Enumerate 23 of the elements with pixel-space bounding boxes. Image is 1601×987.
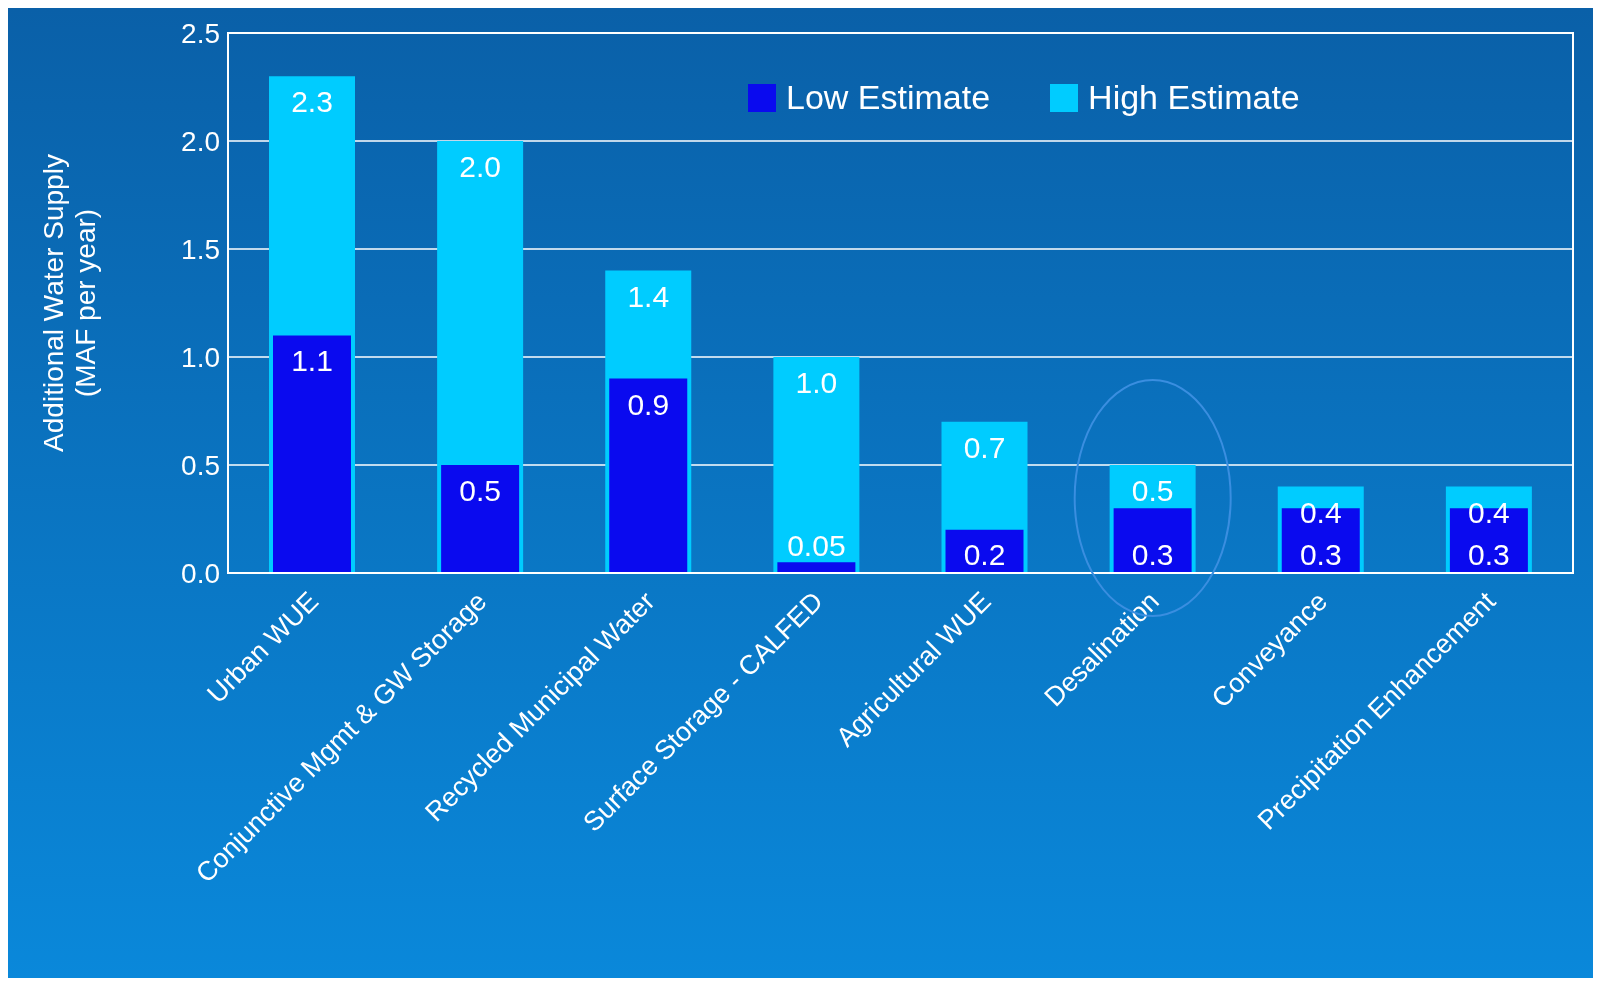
data-label: 2.3 [291, 85, 333, 119]
data-label: 1.1 [291, 344, 333, 378]
data-label: 1.0 [795, 366, 838, 399]
data-label: 0.3 [1468, 538, 1510, 571]
y-tick-label: 2.0 [181, 125, 220, 157]
legend-label: Low Estimate [786, 78, 991, 117]
data-label: 0.5 [1131, 474, 1174, 507]
data-label: 0.5 [459, 474, 501, 507]
legend-label: High Estimate [1088, 78, 1300, 117]
data-label: 0.9 [627, 387, 670, 421]
y-tick-label: 2.5 [181, 17, 220, 49]
data-label: 0.3 [1131, 538, 1174, 571]
data-label: 0.05 [787, 529, 846, 563]
y-tick-label: 0.0 [181, 557, 220, 589]
data-label: 0.2 [963, 538, 1006, 571]
y-tick-label: 0.5 [181, 449, 220, 481]
y-tick-label: 1.5 [181, 233, 220, 265]
data-label: 2.0 [459, 150, 501, 183]
y-tick-label: 1.0 [181, 341, 220, 373]
data-label: 0.7 [963, 430, 1006, 464]
y-axis-title: Additional Water Supply (MAF per year) [38, 154, 101, 452]
data-label: 0.3 [1299, 538, 1342, 571]
data-label: 1.4 [627, 279, 670, 313]
